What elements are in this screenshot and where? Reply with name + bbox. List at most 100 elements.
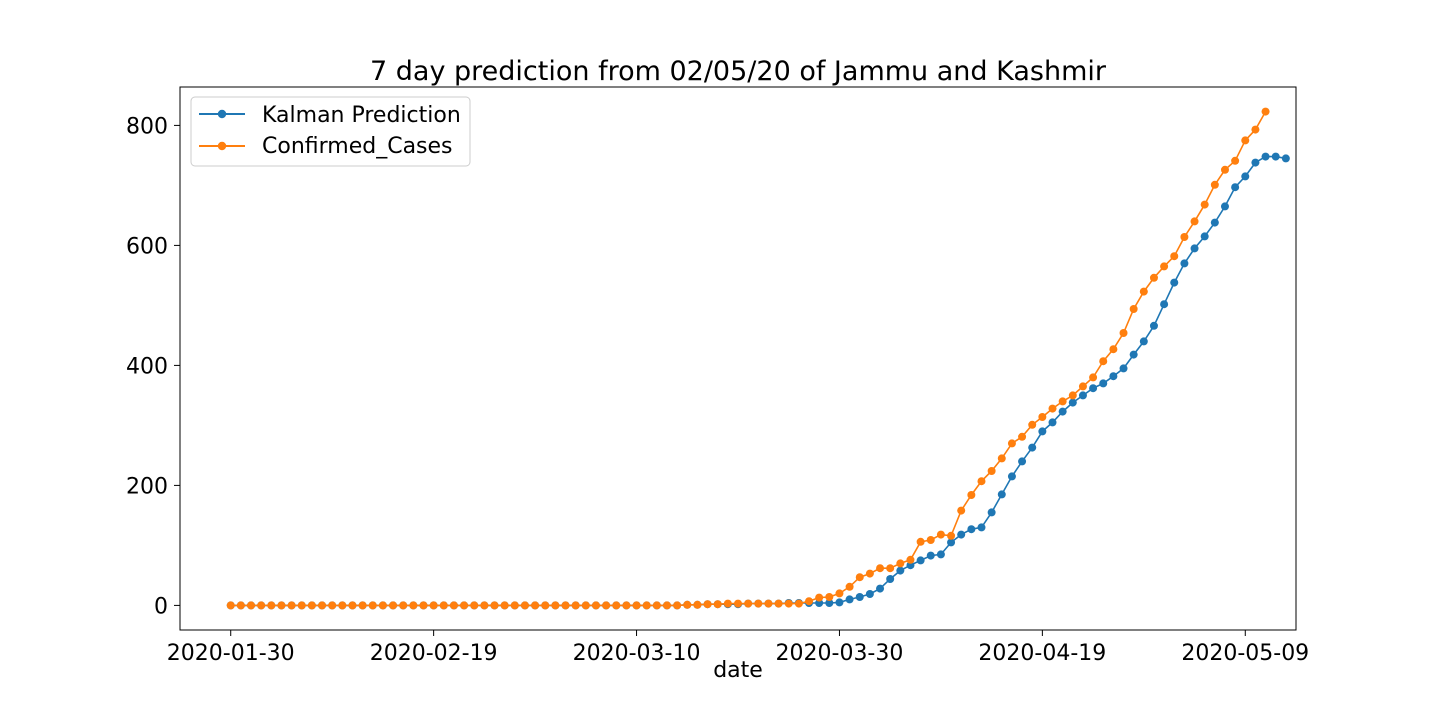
data-point	[591, 601, 600, 610]
data-point	[1180, 233, 1189, 241]
data-point	[754, 599, 763, 608]
data-point	[1281, 154, 1290, 163]
data-point	[1170, 252, 1179, 261]
data-point	[1261, 107, 1270, 116]
data-point	[997, 454, 1006, 463]
data-point	[247, 601, 256, 610]
data-point	[449, 601, 458, 610]
legend: Kalman Prediction Confirmed_Cases	[190, 96, 471, 167]
data-point	[1149, 321, 1158, 330]
data-point	[267, 601, 276, 610]
data-point	[1078, 391, 1087, 400]
data-point	[835, 589, 844, 598]
data-point	[328, 601, 337, 610]
data-point	[1119, 364, 1128, 373]
data-point	[1048, 418, 1057, 427]
series-layer	[226, 107, 1290, 610]
data-point	[1129, 350, 1138, 359]
data-point	[906, 555, 915, 564]
data-point	[734, 599, 742, 608]
data-point	[845, 582, 854, 591]
data-point	[1068, 391, 1077, 400]
data-point	[764, 599, 773, 608]
data-point	[886, 575, 895, 583]
y-tick-label: 0	[154, 594, 168, 619]
data-point	[1028, 420, 1037, 429]
data-point	[1231, 183, 1240, 192]
data-point	[947, 531, 956, 540]
chart-title: 7 day prediction from 02/05/20 of Jammu …	[370, 56, 1107, 87]
data-point	[997, 490, 1006, 499]
data-point	[399, 601, 408, 610]
data-point	[287, 601, 296, 610]
data-point	[612, 601, 621, 610]
data-point	[865, 569, 874, 578]
data-point	[1190, 244, 1199, 253]
legend-marker-confirmed-cases	[217, 141, 227, 151]
y-axis: 0 200 400 600 800	[126, 114, 180, 619]
data-point	[480, 601, 489, 610]
x-tick-label: 2020-02-19	[370, 641, 498, 666]
data-point	[1261, 152, 1270, 161]
data-point	[460, 601, 469, 610]
data-point	[581, 601, 590, 610]
data-point	[926, 536, 935, 544]
data-point	[652, 601, 661, 610]
data-point	[1038, 413, 1047, 421]
data-point	[845, 595, 854, 604]
data-point	[378, 601, 387, 610]
data-point	[257, 601, 266, 610]
data-point	[510, 601, 519, 610]
data-point	[1078, 382, 1087, 391]
data-point	[1149, 273, 1158, 282]
data-point	[977, 523, 986, 532]
data-point	[338, 601, 347, 610]
data-point	[277, 601, 286, 610]
data-point	[1200, 232, 1209, 241]
data-point	[744, 599, 753, 608]
data-point	[1231, 156, 1240, 165]
data-point	[1170, 278, 1179, 287]
data-point	[703, 600, 712, 609]
data-point	[236, 601, 245, 610]
data-point	[926, 551, 935, 560]
data-point	[1068, 398, 1077, 407]
y-tick-label: 800	[126, 114, 168, 139]
data-point	[916, 537, 925, 546]
x-tick-label: 2020-03-30	[776, 641, 904, 666]
series-line-confirmed-cases	[230, 111, 1267, 607]
data-point	[825, 599, 834, 607]
data-point	[419, 601, 428, 610]
data-point	[1210, 180, 1219, 189]
data-point	[784, 599, 793, 608]
data-point	[490, 601, 499, 610]
data-point	[805, 597, 814, 606]
legend-marker-kalman-prediction	[217, 109, 227, 119]
data-point	[1139, 287, 1148, 296]
data-point	[470, 601, 479, 610]
data-point	[987, 508, 996, 517]
data-point	[307, 601, 316, 610]
data-point	[673, 601, 682, 610]
x-tick-label: 2020-01-30	[167, 641, 295, 666]
data-point	[774, 599, 783, 608]
series-line-kalman-prediction	[230, 155, 1286, 607]
data-point	[947, 538, 956, 547]
data-point	[1007, 472, 1016, 481]
data-point	[358, 601, 367, 610]
data-point	[409, 601, 418, 610]
data-point	[297, 601, 306, 610]
data-point	[561, 601, 570, 610]
data-point	[855, 573, 864, 582]
data-point	[1028, 443, 1037, 452]
data-point	[855, 593, 864, 601]
data-point	[1200, 200, 1209, 209]
data-point	[1018, 432, 1027, 441]
data-point	[520, 601, 529, 610]
data-point	[389, 601, 398, 610]
data-point	[916, 556, 925, 565]
data-point	[1220, 202, 1229, 211]
y-tick-label: 200	[126, 474, 168, 499]
